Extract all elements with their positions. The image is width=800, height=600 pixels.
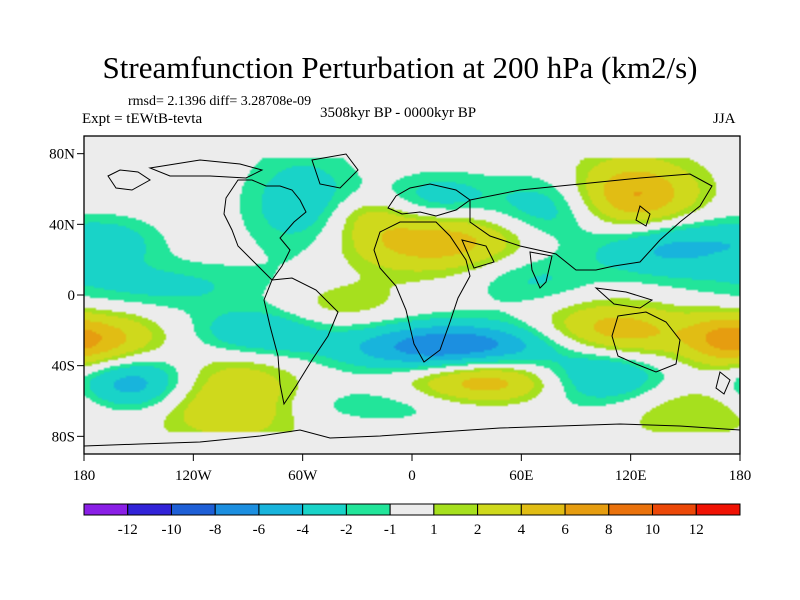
lat-tick-label: 80N <box>49 147 75 163</box>
colorbar-swatch <box>608 503 654 516</box>
coastline-greenland <box>311 153 359 189</box>
lon-tick-label: 0 <box>408 468 416 484</box>
colorbar-swatch <box>520 503 566 516</box>
colorbar-label: 4 <box>518 522 526 538</box>
season-label: JJA <box>713 111 736 127</box>
coastline-alaska <box>107 169 151 191</box>
lat-tick-label: 0 <box>68 288 76 304</box>
colorbar-label: -12 <box>118 522 138 538</box>
colorbar-label: 6 <box>561 522 569 538</box>
coastline-india <box>529 251 553 289</box>
colorbar-label: 8 <box>605 522 613 538</box>
lon-tick-label: 60W <box>288 468 318 484</box>
colorbar-swatch <box>302 503 347 516</box>
colorbar-label: 12 <box>689 522 704 538</box>
lat-tick-label: 40N <box>49 217 75 233</box>
colorbar-swatch <box>695 503 741 516</box>
colorbar-swatch <box>170 503 216 516</box>
stats-label: rmsd= 2.1396 diff= 3.28708e-09 <box>128 94 312 109</box>
lon-tick-label: 180 <box>729 468 752 484</box>
coastline-arabia <box>461 239 495 269</box>
coastline-antarctica <box>84 423 740 447</box>
lon-tick-label: 120W <box>175 468 213 484</box>
colorbar-swatch <box>345 503 391 516</box>
colorbar-swatch <box>389 503 435 516</box>
colorbar-label: -8 <box>209 522 222 538</box>
coastline-canada-arctic <box>148 159 264 179</box>
streamfunction-field <box>84 136 740 454</box>
coastline-africa <box>373 221 471 363</box>
lat-tick-label: 80S <box>52 429 75 445</box>
colorbar-swatch <box>127 503 172 516</box>
coastline-north-america <box>223 179 307 281</box>
lon-tick-label: 60E <box>509 468 533 484</box>
lat-tick-label: 40S <box>52 359 75 375</box>
colorbar-swatch <box>214 503 260 516</box>
lon-tick-label: 180 <box>73 468 96 484</box>
colorbar-swatch <box>258 503 304 516</box>
coastlines <box>84 153 740 447</box>
colorbar-swatch <box>477 503 522 516</box>
longitude-axis: 180 120W 60W 0 60E 120E 180 <box>73 454 752 484</box>
colorbar-label: -2 <box>340 522 353 538</box>
colorbar-label: -10 <box>161 522 181 538</box>
coastline-indonesia <box>594 287 654 309</box>
coastline-new-zealand <box>715 371 731 395</box>
colorbar-swatch <box>652 503 697 516</box>
figure-title: Streamfunction Perturbation at 200 hPa (… <box>102 50 698 85</box>
experiment-label: Expt = tEWtB-tevta <box>82 111 203 127</box>
coastline-asia <box>469 173 713 271</box>
colorbar-label: -1 <box>384 522 397 538</box>
colorbar: -12 -10 -8 -6 -4 -2 -1 1 2 4 6 8 10 12 <box>83 503 741 538</box>
colorbar-swatch <box>83 503 129 516</box>
colorbar-label: -6 <box>253 522 266 538</box>
coastline-australia <box>611 311 681 373</box>
colorbar-label: 10 <box>645 522 660 538</box>
coastline-japan <box>635 205 651 227</box>
lon-tick-label: 120E <box>615 468 647 484</box>
colorbar-swatch <box>433 503 479 516</box>
latitude-axis: 80N 40N 0 40S 80S <box>49 147 84 445</box>
period-label: 3508kyr BP - 0000kyr BP <box>320 105 477 121</box>
colorbar-label: 1 <box>430 522 438 538</box>
coastline-south-america <box>263 277 339 406</box>
colorbar-label: 2 <box>474 522 482 538</box>
colorbar-swatch <box>564 503 610 516</box>
colorbar-label: -4 <box>296 522 309 538</box>
